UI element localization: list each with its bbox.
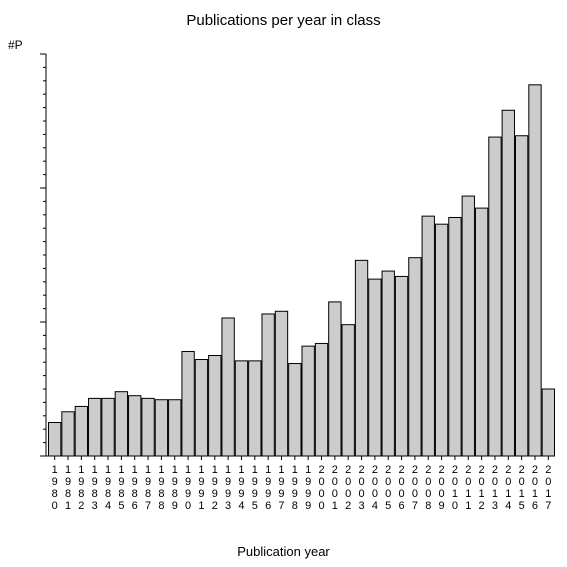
bar — [369, 279, 381, 456]
bar — [315, 343, 327, 456]
x-tick-label: 2014 — [502, 464, 515, 512]
bar — [222, 318, 234, 456]
x-tick-label: 2008 — [422, 464, 435, 512]
x-tick-label: 1993 — [222, 464, 235, 512]
bar — [422, 216, 434, 456]
bar — [529, 85, 541, 456]
chart-title: Publications per year in class — [0, 12, 567, 29]
x-tick-label: 1999 — [302, 464, 315, 512]
y-axis-small-label: #P — [8, 38, 23, 52]
bar — [515, 136, 527, 456]
x-tick-label: 2011 — [462, 464, 475, 512]
bar — [542, 389, 554, 456]
x-tick-label: 1998 — [288, 464, 301, 512]
x-tick-label: 1989 — [168, 464, 181, 512]
bar — [182, 351, 194, 456]
bar — [249, 361, 261, 456]
x-tick-label: 2001 — [328, 464, 341, 512]
bar — [435, 224, 447, 456]
x-tick-label: 2015 — [515, 464, 528, 512]
bar — [262, 314, 274, 456]
bar — [382, 271, 394, 456]
bar — [409, 258, 421, 456]
x-tick-label: 1981 — [62, 464, 75, 512]
x-tick-label: 1988 — [155, 464, 168, 512]
bar — [169, 400, 181, 456]
bar — [302, 346, 314, 456]
x-tick-label: 2007 — [408, 464, 421, 512]
x-tick-labels: 1980198119821983198419851986198719881989… — [40, 464, 557, 524]
bar — [355, 260, 367, 456]
x-tick-label: 2009 — [435, 464, 448, 512]
x-tick-label: 1985 — [115, 464, 128, 512]
bar — [502, 110, 514, 456]
bar — [102, 398, 114, 456]
bar — [115, 392, 127, 456]
x-tick-label: 2013 — [488, 464, 501, 512]
publications-chart: Publications per year in class #P 010020… — [0, 0, 567, 567]
x-tick-label: 2004 — [368, 464, 381, 512]
x-tick-label: 2012 — [475, 464, 488, 512]
x-tick-label: 1990 — [182, 464, 195, 512]
x-tick-label: 1986 — [128, 464, 141, 512]
x-tick-label: 2017 — [542, 464, 555, 512]
bar — [342, 325, 354, 456]
bar — [449, 217, 461, 456]
x-tick-label: 1995 — [248, 464, 261, 512]
plot-svg: 0100200300 — [40, 50, 557, 460]
bar — [129, 396, 141, 456]
bar — [289, 364, 301, 456]
x-tick-label: 2002 — [342, 464, 355, 512]
x-tick-label: 1994 — [235, 464, 248, 512]
x-tick-label: 1982 — [75, 464, 88, 512]
bar — [89, 398, 101, 456]
x-tick-label: 2003 — [355, 464, 368, 512]
bar — [49, 423, 61, 457]
bar — [75, 406, 87, 456]
bar — [62, 412, 74, 456]
bar — [395, 276, 407, 456]
x-tick-label: 1980 — [48, 464, 61, 512]
x-tick-label: 2006 — [395, 464, 408, 512]
x-tick-label: 2000 — [315, 464, 328, 512]
x-tick-label: 1996 — [262, 464, 275, 512]
x-tick-label: 2016 — [528, 464, 541, 512]
bar — [142, 398, 154, 456]
x-tick-label: 1987 — [142, 464, 155, 512]
bar — [195, 360, 207, 456]
x-tick-label: 1992 — [208, 464, 221, 512]
x-tick-label: 2005 — [382, 464, 395, 512]
x-tick-label: 1997 — [275, 464, 288, 512]
bar — [329, 302, 341, 456]
x-tick-label: 1984 — [102, 464, 115, 512]
bar — [489, 137, 501, 456]
x-tick-label: 1991 — [195, 464, 208, 512]
bar — [462, 196, 474, 456]
bar — [209, 356, 221, 457]
bar — [275, 311, 287, 456]
x-tick-label: 1983 — [88, 464, 101, 512]
bar — [235, 361, 247, 456]
x-axis-label: Publication year — [0, 544, 567, 559]
x-tick-label: 2010 — [448, 464, 461, 512]
bar — [475, 208, 487, 456]
bar — [155, 400, 167, 456]
